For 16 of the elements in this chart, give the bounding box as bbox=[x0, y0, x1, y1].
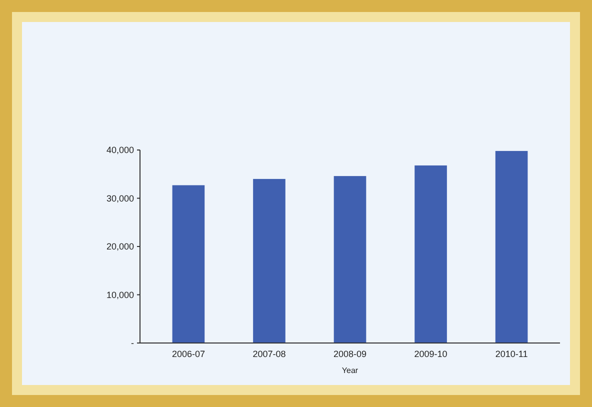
y-tick-label: 20,000 bbox=[106, 242, 134, 252]
y-tick-label: - bbox=[131, 338, 134, 348]
bar bbox=[253, 178, 286, 343]
bar bbox=[172, 185, 205, 343]
y-tick-label: 30,000 bbox=[106, 193, 134, 204]
bar bbox=[334, 176, 366, 343]
x-tick-label: 2007-08 bbox=[252, 349, 286, 359]
bar bbox=[495, 150, 528, 343]
x-tick-label: 2009-10 bbox=[414, 349, 448, 359]
x-tick-label: 2006-07 bbox=[172, 349, 205, 359]
x-tick-label: 2008-09 bbox=[333, 349, 367, 359]
y-tick-label: 10,000 bbox=[106, 290, 134, 300]
y-tick-label: 40,000 bbox=[106, 145, 134, 155]
x-axis-title: Year bbox=[342, 366, 358, 375]
bar bbox=[414, 165, 447, 343]
x-tick-label: 2010-11 bbox=[495, 349, 528, 359]
